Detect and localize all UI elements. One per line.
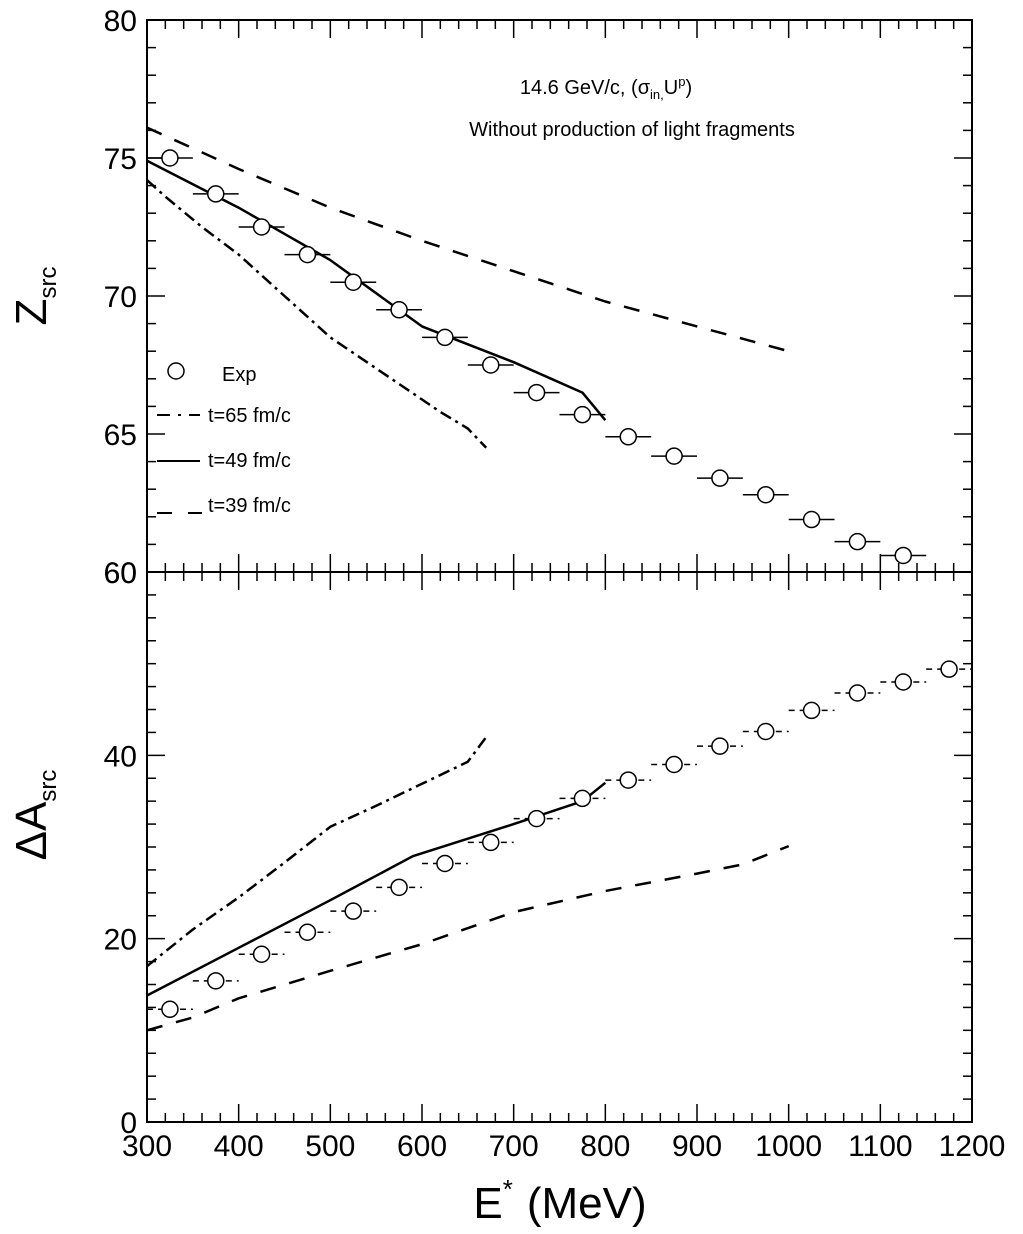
top-exp-point — [344, 273, 362, 291]
bottom-exp-point — [436, 854, 454, 873]
bottom-exp-point — [619, 771, 637, 789]
top-exp-point — [802, 510, 821, 529]
legend-dashed-label: t=39 fm/c — [208, 495, 291, 517]
top-series-solid — [146, 159, 607, 421]
bottom-exp-point — [207, 972, 225, 990]
exp-points — [147, 149, 972, 1018]
bottom-exp-point — [757, 722, 775, 741]
top-y-tick-label: 75 — [104, 143, 137, 176]
bottom-series-dashed — [146, 844, 790, 1032]
bottom-exp-point — [252, 945, 271, 963]
bottom-exp-point — [344, 902, 362, 920]
x-tick-label: 900 — [672, 1130, 722, 1163]
bottom-exp-point — [940, 660, 958, 678]
x-tick-label: 700 — [489, 1130, 539, 1163]
x-tick-label: 600 — [397, 1130, 447, 1163]
x-axis-title: E* (MeV) — [473, 1174, 646, 1228]
top-series-dashed — [146, 126, 790, 353]
bottom-exp-point — [390, 878, 408, 897]
top-exp-point — [390, 301, 408, 319]
annotation-line2: Without production of light fragments — [469, 119, 795, 141]
top-exp-point — [252, 218, 271, 236]
top-exp-point — [665, 447, 683, 465]
bottom-y-tick-label: 40 — [104, 740, 137, 773]
x-tick-label: 1000 — [755, 1130, 822, 1163]
top-exp-point — [527, 383, 546, 402]
x-tick-label: 500 — [305, 1130, 355, 1163]
legend-exp-marker — [167, 362, 185, 380]
top-exp-point — [298, 245, 317, 264]
top-exp-point — [848, 532, 867, 551]
bottom-panel-frame — [146, 571, 973, 1123]
top-exp-point — [711, 469, 729, 487]
annotation-line1: 14.6 GeV/c, (σin,Up) — [520, 74, 692, 102]
x-tick-label: 1100 — [848, 1130, 913, 1163]
top-exp-point — [161, 149, 179, 167]
top-exp-point — [436, 328, 454, 347]
bottom-exp-point — [848, 684, 867, 702]
svg-text:ΔAsrc: ΔAsrc — [7, 770, 62, 861]
bottom-exp-point — [161, 1000, 179, 1018]
top-exp-point — [757, 485, 775, 504]
x-tick-label: 400 — [214, 1130, 264, 1163]
bottom-y-axis-title: ΔAsrc — [7, 770, 62, 861]
top-exp-point — [894, 546, 912, 565]
top-y-tick-label: 70 — [104, 281, 137, 314]
bottom-exp-point — [298, 923, 317, 941]
legend: Exp t=65 fm/c t=49 fm/c t=39 fm/c — [157, 362, 291, 517]
bottom-exp-point — [894, 673, 912, 691]
top-exp-point — [482, 356, 500, 374]
top-y-axis-title: Zsrc — [7, 267, 62, 326]
x-tick-label: 300 — [122, 1130, 172, 1163]
top-exp-point — [619, 428, 637, 446]
svg-text:Zsrc: Zsrc — [7, 267, 62, 326]
x-tick-label: 1200 — [939, 1130, 1006, 1163]
top-y-tick-label: 80 — [104, 5, 137, 38]
bottom-exp-point — [711, 737, 729, 755]
top-panel-frame — [146, 19, 973, 573]
bottom-series-dashdot — [146, 736, 488, 968]
bottom-exp-point — [665, 755, 683, 774]
bottom-exp-point — [802, 701, 821, 720]
x-tick-label: 800 — [580, 1130, 630, 1163]
legend-exp-label: Exp — [222, 364, 256, 386]
top-series-dashdot — [146, 179, 488, 449]
legend-dashdot-label: t=65 fm/c — [208, 405, 291, 427]
bottom-exp-point — [527, 809, 546, 828]
top-exp-point — [573, 405, 592, 424]
bottom-exp-point — [482, 833, 500, 852]
bottom-y-tick-label: 20 — [104, 924, 137, 957]
top-y-tick-label: 65 — [104, 419, 137, 452]
bottom-y-tick-label: 60 — [104, 557, 137, 590]
bottom-y-tick-label: 0 — [120, 1107, 137, 1140]
top-exp-point — [207, 185, 225, 203]
top-y-tick-label: 60 — [104, 557, 137, 590]
legend-solid-label: t=49 fm/c — [208, 450, 291, 472]
bottom-exp-point — [573, 789, 592, 808]
series-lines — [146, 126, 790, 1032]
